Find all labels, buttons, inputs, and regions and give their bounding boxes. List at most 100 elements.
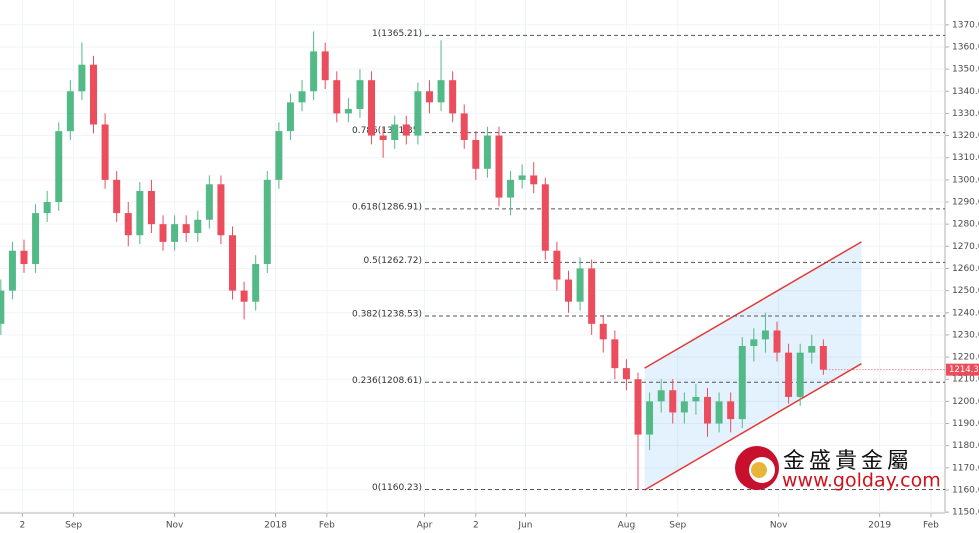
candle-body <box>321 51 329 81</box>
logo-url: www.golday.com <box>782 470 941 492</box>
candle-body <box>599 323 607 340</box>
candle-body <box>159 224 167 242</box>
candle-body <box>379 135 387 140</box>
x-tick-label: 2 <box>473 521 479 531</box>
candle-body <box>402 124 410 136</box>
candle-body <box>588 268 596 324</box>
y-tick-label: 1360.00 <box>952 42 979 52</box>
candle-body <box>205 184 213 220</box>
x-tick-label: Feb <box>319 521 335 531</box>
fib-label: 0.5(1262.72) <box>363 256 422 266</box>
y-tick-label: 1340.00 <box>952 87 979 97</box>
candle-body <box>333 80 341 114</box>
candle-body <box>727 401 735 420</box>
candle-body <box>680 401 688 413</box>
candle-body <box>43 202 51 214</box>
candle-body <box>796 352 804 397</box>
candle-body <box>657 390 665 402</box>
y-tick-label: 1180.00 <box>952 441 979 451</box>
y-tick-label: 1300.00 <box>952 175 979 185</box>
y-tick-label: 1170.00 <box>952 463 979 473</box>
candle-body <box>310 51 318 92</box>
y-tick-label: 1370.00 <box>952 20 979 30</box>
x-tick-label: 2 <box>19 521 25 531</box>
candle-body <box>217 184 225 236</box>
candle-body <box>147 190 155 225</box>
y-tick-label: 1240.00 <box>952 308 979 318</box>
candle-body <box>611 339 619 369</box>
candle-body <box>368 80 376 136</box>
candle-body <box>518 175 526 180</box>
y-tick-label: 1190.00 <box>952 419 979 429</box>
fib-label: 0.236(1208.61) <box>352 376 422 386</box>
x-tick-label: Feb <box>923 521 939 531</box>
candle-body <box>553 250 561 280</box>
x-tick-label: Jun <box>517 521 532 531</box>
y-tick-label: 1250.00 <box>952 286 979 296</box>
fib-label: 1(1365.21) <box>372 29 422 39</box>
x-tick-label: Aug <box>618 521 636 531</box>
candle-body <box>437 80 445 103</box>
candle-body <box>634 379 642 435</box>
x-tick-label: Sep <box>669 521 686 531</box>
y-tick-label: 1290.00 <box>952 198 979 208</box>
logo-name: 金盛貴金屬 <box>783 449 913 474</box>
y-tick-label: 1280.00 <box>952 220 979 230</box>
candle-body <box>0 290 5 324</box>
candle-body <box>171 224 179 242</box>
y-tick-label: 1150.00 <box>952 508 979 518</box>
candle-body <box>507 179 515 198</box>
y-tick-label: 1260.00 <box>952 264 979 274</box>
candle-body <box>564 279 572 302</box>
y-tick-label: 1210.00 <box>952 375 979 385</box>
candle-body <box>819 345 827 370</box>
candle-body <box>449 80 457 114</box>
candle-body <box>738 345 746 420</box>
y-tick-label: 1350.00 <box>952 65 979 75</box>
channel-fill <box>644 241 862 490</box>
logo-sun <box>751 462 767 478</box>
candle-body <box>576 268 584 302</box>
candle-body <box>298 91 306 103</box>
candle-body <box>194 219 202 234</box>
candle-body <box>90 64 98 125</box>
candle-body <box>124 213 132 236</box>
candle-body <box>286 102 294 132</box>
y-tick-label: 1220.00 <box>952 353 979 363</box>
candle-body <box>66 91 74 132</box>
y-tick-label: 1270.00 <box>952 242 979 252</box>
last-price-box <box>946 363 979 376</box>
candle-body <box>229 235 237 291</box>
fib-label: 0.618(1286.91) <box>352 202 422 212</box>
x-tick-label: Apr <box>417 521 433 531</box>
x-tick-label: 2018 <box>264 521 287 531</box>
candle-body <box>414 91 422 136</box>
candle-body <box>252 264 260 302</box>
y-tick-label: 1320.00 <box>952 131 979 141</box>
candle-body <box>530 175 538 185</box>
candle-body <box>356 80 364 109</box>
fib-label: 0.382(1238.53) <box>352 310 422 320</box>
y-tick-label: 1310.00 <box>952 153 979 163</box>
y-tick-label: 1160.00 <box>952 485 979 495</box>
candle-body <box>750 339 758 346</box>
candle-body <box>692 396 700 402</box>
candle-body <box>704 396 712 424</box>
candle-body <box>761 330 769 340</box>
candle-body <box>622 368 630 380</box>
candle-body <box>460 113 468 140</box>
candle-body <box>78 64 86 92</box>
y-tick-label: 1330.00 <box>952 109 979 119</box>
candle-body <box>240 290 248 302</box>
candle-body <box>472 139 480 169</box>
y-tick-label: 1230.00 <box>952 330 979 340</box>
candle-body <box>773 330 781 353</box>
candle-body <box>275 131 283 180</box>
fib-label: 0(1160.23) <box>372 483 422 493</box>
candle-body <box>541 184 549 251</box>
candle-body <box>785 352 793 397</box>
candle-body <box>101 124 109 180</box>
